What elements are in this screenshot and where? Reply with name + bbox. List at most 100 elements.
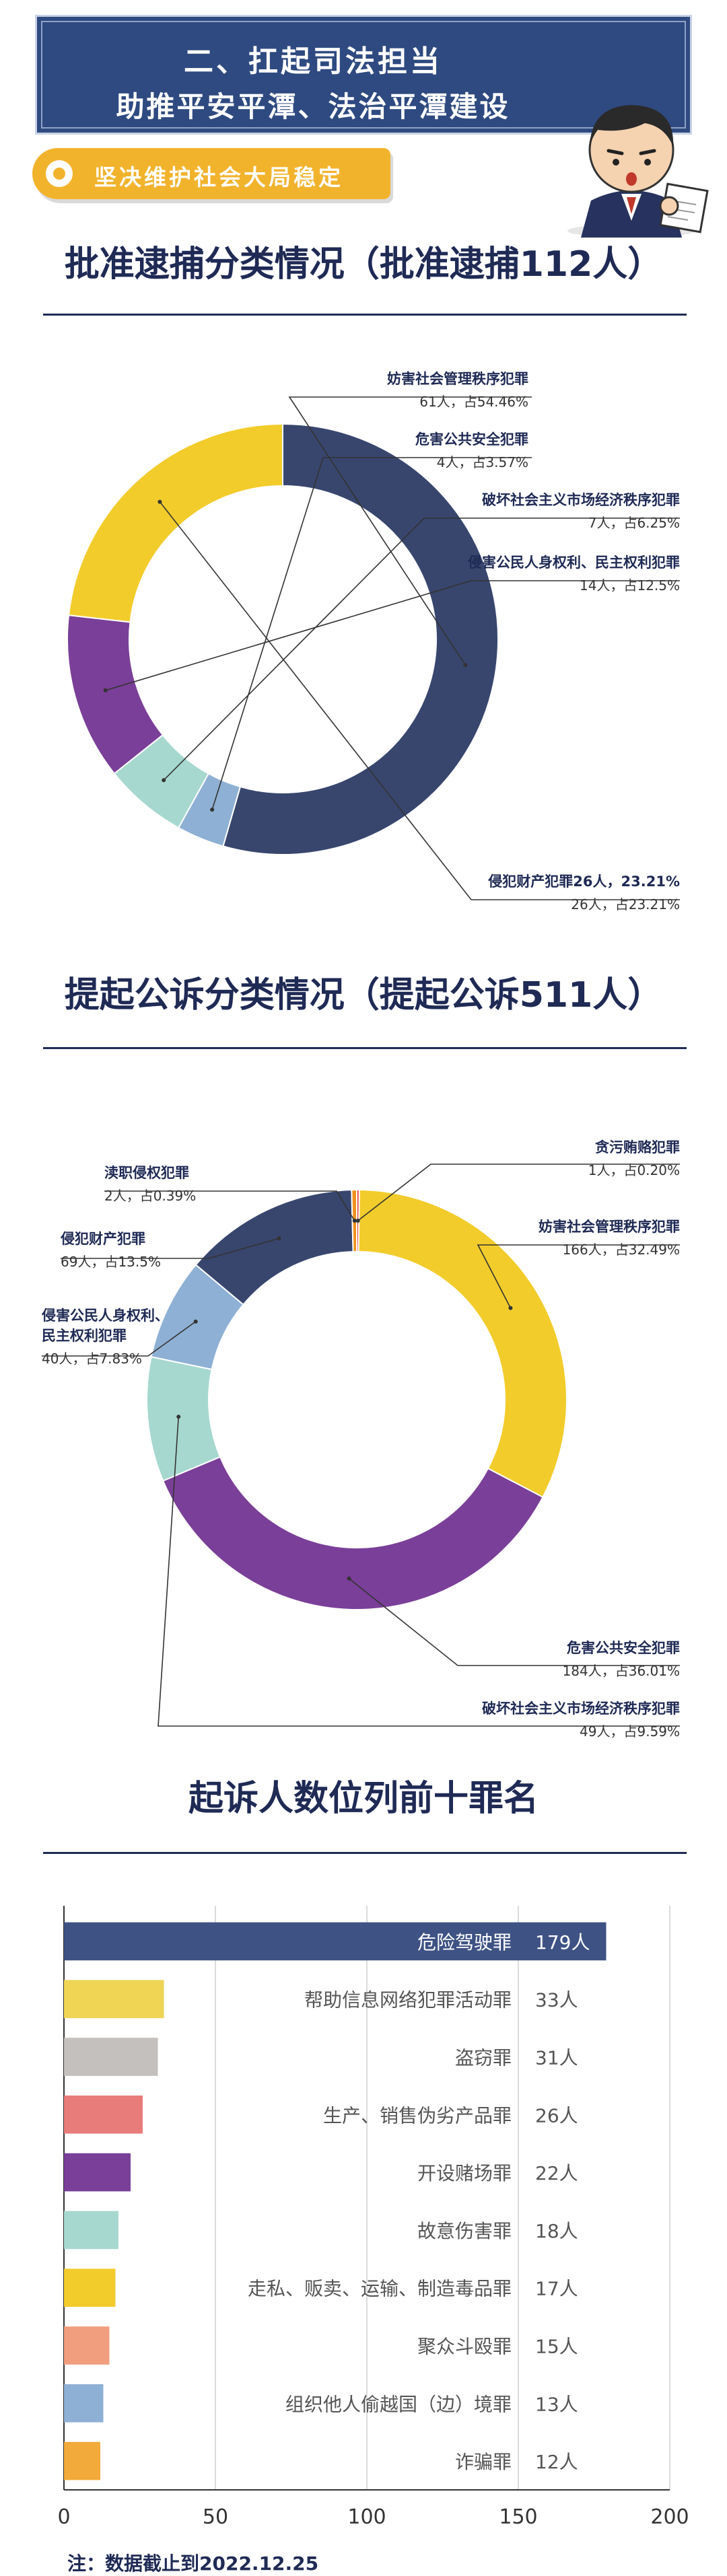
bar-value-label: 17人 [535,2278,578,2300]
bar-value-label: 15人 [535,2336,578,2358]
bar-category-label: 走私、贩卖、运输、制造毒品罪 [248,2278,512,2300]
leader-line [349,1578,680,1666]
slice-value-label: 1人，占0.20% [588,1162,680,1178]
pill-label: 坚决维护社会大局稳定 [94,164,343,190]
slice-value-label: 61人，占54.46% [419,394,528,410]
bar [64,2095,143,2134]
leader-line [357,1164,680,1221]
x-tick-label: 100 [347,2505,386,2529]
slice-value-label: 4人，占3.57% [437,454,528,470]
donut-slice [222,423,499,855]
footnote: 注：数据截止到2022.12.25 [67,2552,319,2575]
slice-value-label: 2人，占0.39% [104,1188,196,1204]
x-tick-label: 200 [650,2505,689,2529]
x-tick-label: 150 [499,2505,537,2529]
slice-label: 妨害社会管理秩序犯罪 [539,1219,680,1235]
slice-label: 侵害公民人身权利、 [41,1308,169,1324]
leader-line [211,457,532,810]
x-tick-label: 0 [57,2505,70,2529]
bar-category-label: 生产、销售伪劣产品罪 [323,2104,512,2126]
slice-value-label: 7人，占6.25% [588,515,680,531]
bar-category-label: 开设赌场罪 [417,2162,512,2184]
slice-label: 贪污贿赂犯罪 [595,1139,680,1155]
leader-dot [158,499,162,504]
leader-dot [176,1415,181,1419]
leader-dot [162,778,166,783]
slice-label: 侵犯财产犯罪26人，23.21% [487,873,680,890]
leader-dot [352,1219,357,1223]
bar-value-label: 31人 [535,2047,578,2069]
slice-label: 侵害公民人身权利、民主权利犯罪 [467,554,680,571]
bar-category-label: 聚众斗殴罪 [417,2336,512,2358]
bar-category-label: 诈骗罪 [455,2451,512,2473]
slice-label: 破坏社会主义市场经济秩序犯罪 [482,1701,680,1717]
slice-label: 渎职侵权犯罪 [104,1165,189,1181]
slice-value-label: 49人，占9.59% [580,1723,680,1740]
chart3-title: 起诉人数位列前十罪名 [188,1779,539,1819]
x-tick-label: 50 [203,2505,228,2529]
slice-value-label: 166人，占32.49% [563,1242,680,1258]
slice-value-label: 26人，占23.21% [571,896,680,913]
prosecution-donut-chart: 贪污贿赂犯罪 1人，占0.20% 妨害社会管理秩序犯罪 166人，占32.49% 危害公… [41,1139,680,1740]
leader-dot [277,1236,281,1241]
bar-category-label: 组织他人偷越国（边）境罪 [285,2393,512,2415]
chart3-divider [43,1852,687,1854]
bar [64,2268,116,2307]
bar-value-label: 26人 [535,2104,578,2126]
header-banner: 二、扛起司法担当 助推平安平潭、法治平潭建设 [35,15,692,135]
banner-subtitle: 助推平安平潭、法治平潭建设 [116,90,510,123]
chart2-title: 提起公诉分类情况（提起公诉511人） [64,975,663,1015]
leader-dot [508,1305,513,1310]
bar [64,2326,110,2365]
slice-value-label: 40人，占7.83% [42,1351,142,1367]
bar [64,2211,118,2250]
chart1-divider [43,314,687,316]
leader-dot [347,1576,351,1581]
bar [64,2153,131,2192]
bar [64,2038,158,2076]
leader-line [158,1417,680,1727]
leader-dot [463,663,468,668]
leader-dot [103,688,108,692]
bar-category-label: 故意伤害罪 [417,2220,512,2242]
chart1-title: 批准逮捕分类情况（批准逮捕112人） [64,244,663,285]
leader-dot [193,1319,198,1324]
donut-slice [146,1356,221,1482]
bar-value-label: 13人 [535,2393,578,2415]
prosecutor-mascot-icon [567,105,709,238]
leader-line [42,1321,197,1357]
bar [64,2384,104,2423]
leader-line [288,396,532,666]
bar-value-label: 12人 [535,2451,578,2473]
donut-slice [162,1456,544,1610]
bar-value-label: 22人 [535,2162,578,2184]
leader-line [105,580,680,691]
slice-label: 民主权利犯罪 [42,1328,127,1344]
bar [64,2441,100,2480]
arrest-donut-chart: 妨害社会管理秩序犯罪 61人，占54.46% 危害公共安全犯罪 4人，占3.57% 破坏… [67,371,680,913]
slice-label: 破坏社会主义市场经济秩序犯罪 [482,492,680,508]
bar-category-label: 危险驾驶罪 [417,1931,512,1954]
section-pill: 坚决维护社会大局稳定 [32,148,390,199]
leader-line [477,1244,680,1309]
leader-line [163,517,680,781]
slice-value-label: 14人，占12.5% [580,577,680,594]
donut-slice [67,423,283,623]
slice-value-label: 184人，占36.01% [563,1663,680,1679]
slice-label: 危害公共安全犯罪 [415,431,528,448]
leader-dot [355,1219,360,1223]
slice-label: 危害公共安全犯罪 [567,1640,680,1656]
donut-slice [357,1189,567,1499]
bar-value-label: 18人 [535,2220,578,2242]
bar-category-label: 帮助信息网络犯罪活动罪 [304,1989,512,2011]
bar-value-label: 179人 [535,1931,590,1954]
bar [64,1980,164,2019]
banner-title: 二、扛起司法担当 [184,44,442,79]
leader-dot [210,808,215,812]
bar-value-label: 33人 [535,1989,578,2011]
leader-line [61,1238,279,1259]
leader-line [104,1190,355,1221]
slice-label: 侵犯财产犯罪 [60,1231,145,1247]
slice-label: 妨害社会管理秩序犯罪 [387,371,528,387]
